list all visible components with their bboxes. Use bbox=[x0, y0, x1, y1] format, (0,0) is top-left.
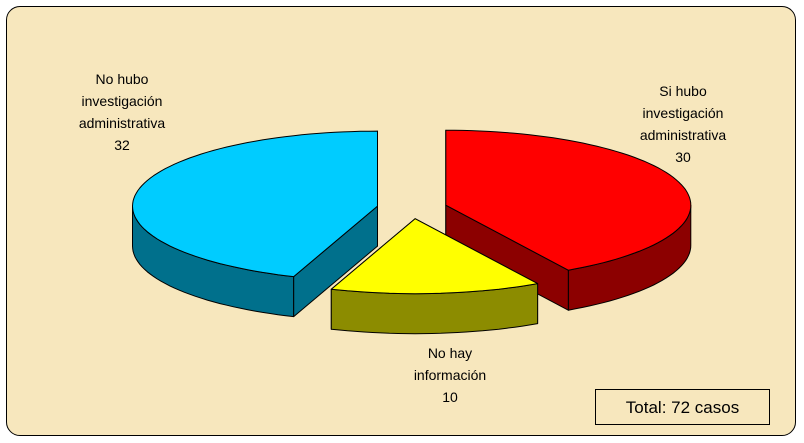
annotation: Total: 72 casos bbox=[595, 389, 770, 425]
slice-label: No hubo investigación administrativa 32 bbox=[57, 68, 187, 156]
value-label: 32 bbox=[114, 137, 130, 153]
category-label: No hubo investigación administrativa bbox=[78, 71, 166, 131]
pie-slice bbox=[330, 218, 539, 295]
category-label: No hay información bbox=[413, 345, 487, 383]
slice-label: Si hubo investigación administrativa 30 bbox=[618, 80, 748, 168]
value-label: 10 bbox=[442, 389, 458, 405]
slice-label: No hay información 10 bbox=[400, 342, 500, 408]
category-label: Si hubo investigación administrativa bbox=[639, 83, 727, 143]
pie-slice bbox=[132, 130, 378, 278]
value-label: 30 bbox=[675, 149, 691, 165]
pie-slice bbox=[445, 129, 692, 271]
